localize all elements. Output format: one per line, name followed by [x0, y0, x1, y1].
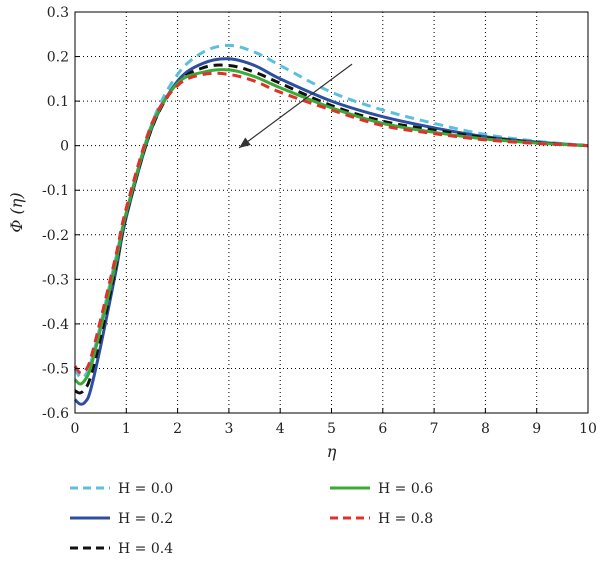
legend-label: H = 0.4 [118, 541, 173, 557]
y-tick-label: -0.2 [42, 228, 69, 244]
grid [75, 12, 588, 413]
y-tick-label: -0.3 [42, 272, 69, 288]
y-tick-label: 0.2 [47, 50, 69, 66]
x-tick-label: 3 [224, 421, 233, 437]
x-tick-label: 0 [71, 421, 80, 437]
ticks: 0 1 2 3 4 5 6 7 8 9 10 0.3 0.2 0.1 0 -0.1 -0.2 -0.3 -0.4 -0… [42, 5, 597, 437]
y-tick-label: -0.5 [42, 361, 69, 377]
plot-lines [73, 43, 589, 406]
series-line-3 [74, 63, 589, 395]
arrow-shaft [238, 63, 353, 149]
y-axis-label: Φ (η) [7, 192, 26, 232]
x-tick-label: 9 [532, 421, 541, 437]
x-tick-label: 10 [579, 421, 597, 437]
y-tick-label: -0.6 [42, 406, 69, 422]
y-tick-label: -0.1 [42, 183, 69, 199]
legend-label: H = 0.6 [378, 481, 433, 497]
arrow-head [239, 137, 251, 148]
annotation-arrow [238, 63, 353, 149]
x-tick-label: 4 [276, 421, 285, 437]
y-tick-label: 0 [60, 139, 69, 155]
legend: H = 0.0 H = 0.2 H = 0.4 H = 0.6 H = 0.8 [70, 481, 433, 557]
x-tick-label: 6 [378, 421, 387, 437]
series-line-5 [73, 71, 589, 375]
x-axis-label: η [327, 442, 337, 461]
x-tick-label: 7 [430, 421, 439, 437]
x-tick-label: 5 [327, 421, 336, 437]
y-tick-label: 0.3 [47, 5, 69, 21]
legend-label: H = 0.2 [118, 511, 173, 527]
y-tick-label: -0.4 [42, 317, 69, 333]
x-tick-label: 1 [122, 421, 131, 437]
series-line-1 [73, 43, 589, 380]
legend-label: H = 0.8 [378, 511, 433, 527]
legend-label: H = 0.0 [118, 481, 173, 497]
x-tick-label: 8 [481, 421, 490, 437]
y-tick-label: 0.1 [47, 94, 69, 110]
series-line-2 [73, 57, 589, 406]
x-tick-label: 2 [173, 421, 182, 437]
